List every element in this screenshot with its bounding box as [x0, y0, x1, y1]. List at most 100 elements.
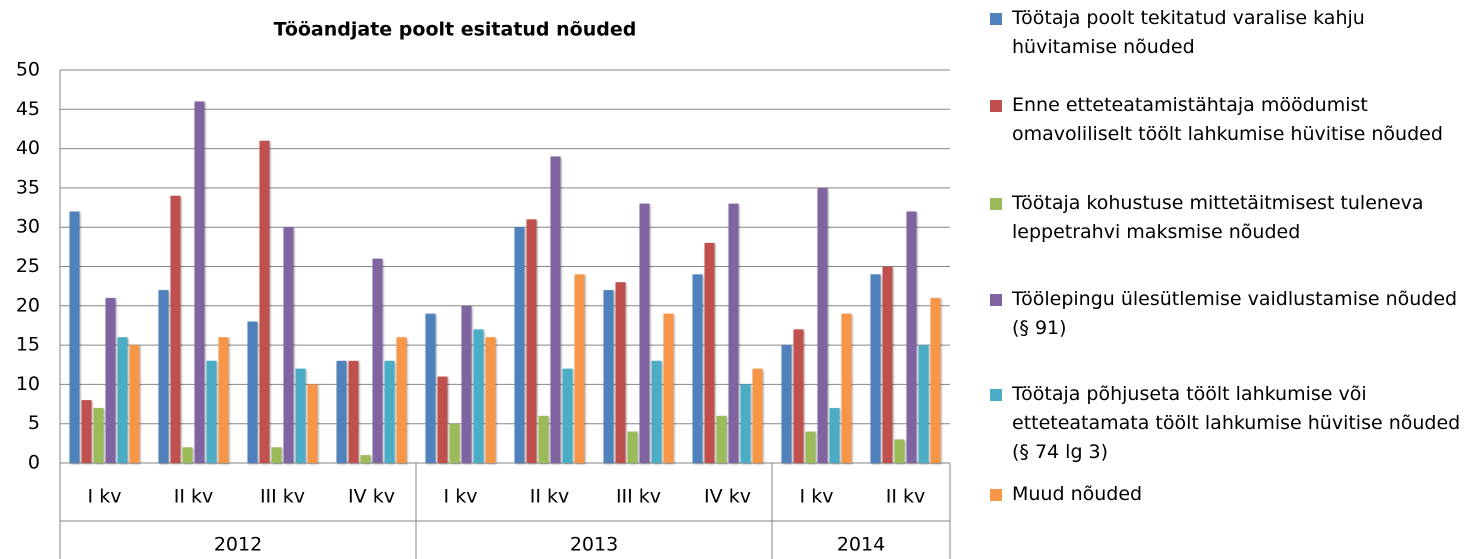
legend-item: Töötaja poolt tekitatud varalise kahju h…: [990, 4, 1465, 62]
bar: [639, 203, 650, 463]
bar: [930, 297, 941, 463]
bar: [906, 211, 917, 463]
legend-label: Töötaja põhjuseta töölt lahkumise või et…: [1012, 383, 1461, 463]
bar: [603, 290, 614, 463]
bar: [247, 321, 258, 463]
legend-label: Enne etteteatamistähtaja möödumist omavo…: [1012, 94, 1443, 145]
bar: [692, 274, 703, 463]
legend-label: Töötaja kohustuse mittetäitmisest tulene…: [1012, 192, 1424, 243]
y-tick-label: 5: [28, 412, 40, 434]
bar: [740, 384, 751, 463]
bar: [206, 360, 217, 463]
bar: [870, 274, 881, 463]
bar: [651, 360, 662, 463]
bar: [360, 455, 371, 463]
legend-swatch: [990, 13, 1002, 25]
bar: [396, 337, 407, 463]
legend-swatch: [990, 389, 1002, 401]
bar: [117, 337, 128, 463]
x-tick-label: II kv: [886, 486, 926, 508]
chart-title: Tööandjate poolt esitatud nõuded: [274, 19, 637, 41]
legend-swatch: [990, 198, 1002, 210]
y-tick-label: 35: [16, 176, 40, 198]
x-tick-label: IV kv: [704, 486, 751, 508]
bar: [615, 282, 626, 463]
bar: [514, 227, 525, 463]
bar: [283, 227, 294, 463]
legend-item: Töölepingu ülesütlemise vaidlustamise nõ…: [990, 285, 1465, 343]
bar: [793, 329, 804, 463]
bar: [372, 258, 383, 463]
legend-swatch: [990, 100, 1002, 112]
bar: [562, 368, 573, 463]
x-tick-label: III kv: [260, 486, 305, 508]
legend-item: Muud nõuded: [990, 480, 1465, 509]
bar: [918, 345, 929, 463]
bar: [194, 101, 205, 463]
y-tick-label: 10: [16, 373, 40, 395]
bar: [550, 156, 561, 463]
y-tick-label: 45: [16, 98, 40, 120]
bar: [182, 447, 193, 463]
x-tick-label: III kv: [616, 486, 661, 508]
bar: [894, 439, 905, 463]
bar: [473, 329, 484, 463]
bar: [538, 415, 549, 463]
chart: Tööandjate poolt esitatud nõuded 0 5 10 15 2…: [16, 19, 951, 559]
y-tick-label: 40: [16, 137, 40, 159]
x-tick-label: I kv: [88, 486, 122, 508]
legend-item: Töötaja kohustuse mittetäitmisest tulene…: [990, 189, 1465, 247]
legend-swatch: [990, 294, 1002, 306]
bar: [841, 313, 852, 463]
bar: [336, 360, 347, 463]
bar: [105, 297, 116, 463]
bar: [805, 431, 816, 463]
bar: [574, 274, 585, 463]
bar: [81, 400, 92, 463]
bar: [485, 337, 496, 463]
bar: [716, 415, 727, 463]
bar: [829, 407, 840, 463]
legend-label: Töötaja poolt tekitatud varalise kahju h…: [1012, 7, 1365, 58]
bar: [882, 266, 893, 463]
bar: [271, 447, 282, 463]
bar: [170, 195, 181, 463]
legend-item: Enne etteteatamistähtaja möödumist omavo…: [990, 91, 1465, 149]
y-tick-label: 15: [16, 334, 40, 356]
bar: [348, 360, 359, 463]
bar: [384, 360, 395, 463]
bar: [663, 313, 674, 463]
group-label: 2013: [570, 534, 618, 556]
bar: [461, 305, 472, 463]
y-tick-label: 20: [16, 294, 40, 316]
bar: [129, 345, 140, 463]
bar: [449, 423, 460, 463]
legend-swatch: [990, 489, 1002, 501]
legend-label: Muud nõuded: [1012, 483, 1143, 505]
y-tick-label: 50: [16, 59, 40, 81]
bar: [295, 368, 306, 463]
x-tick-label: I kv: [800, 486, 834, 508]
bar: [69, 211, 80, 463]
bar: [158, 290, 169, 463]
bar: [93, 407, 104, 463]
group-label: 2014: [837, 534, 885, 556]
bar: [704, 242, 715, 463]
group-label: 2012: [214, 534, 262, 556]
bar: [425, 313, 436, 463]
y-tick-label: 30: [16, 216, 40, 238]
y-tick-label: 0: [28, 452, 40, 474]
x-tick-label: I kv: [444, 486, 478, 508]
bar: [307, 384, 318, 463]
bar: [259, 140, 270, 464]
x-tick-label: II kv: [174, 486, 214, 508]
bar: [781, 345, 792, 463]
x-tick-label: II kv: [530, 486, 570, 508]
legend-label: Töölepingu ülesütlemise vaidlustamise nõ…: [1012, 288, 1458, 339]
y-tick-label: 25: [16, 255, 40, 277]
bar: [526, 219, 537, 463]
legend-item: Töötaja põhjuseta töölt lahkumise või et…: [990, 380, 1465, 467]
bar: [218, 337, 229, 463]
bar: [817, 187, 828, 463]
